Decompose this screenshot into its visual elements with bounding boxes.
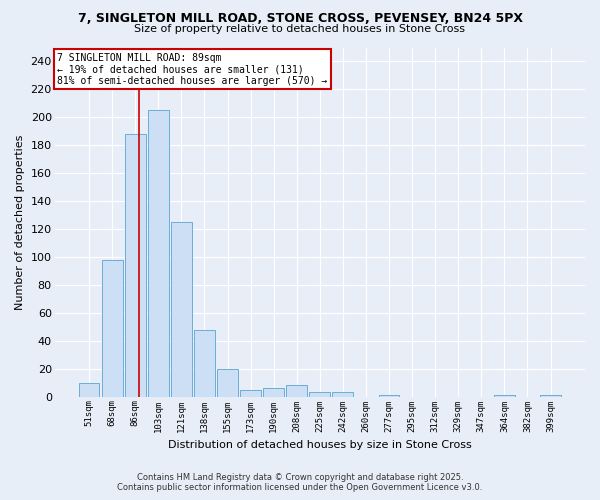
Bar bbox=[102, 260, 122, 396]
Bar bbox=[494, 395, 515, 396]
Text: Size of property relative to detached houses in Stone Cross: Size of property relative to detached ho… bbox=[134, 24, 466, 34]
Bar bbox=[79, 382, 100, 396]
Bar bbox=[540, 395, 561, 396]
Text: 7 SINGLETON MILL ROAD: 89sqm
← 19% of detached houses are smaller (131)
81% of s: 7 SINGLETON MILL ROAD: 89sqm ← 19% of de… bbox=[57, 52, 328, 86]
Bar bbox=[217, 368, 238, 396]
Bar bbox=[379, 395, 400, 396]
Bar bbox=[125, 134, 146, 396]
Bar bbox=[286, 386, 307, 396]
Bar bbox=[310, 392, 330, 396]
Bar bbox=[194, 330, 215, 396]
Bar bbox=[240, 390, 261, 396]
X-axis label: Distribution of detached houses by size in Stone Cross: Distribution of detached houses by size … bbox=[168, 440, 472, 450]
Text: Contains HM Land Registry data © Crown copyright and database right 2025.
Contai: Contains HM Land Registry data © Crown c… bbox=[118, 473, 482, 492]
Text: 7, SINGLETON MILL ROAD, STONE CROSS, PEVENSEY, BN24 5PX: 7, SINGLETON MILL ROAD, STONE CROSS, PEV… bbox=[77, 12, 523, 26]
Bar bbox=[171, 222, 192, 396]
Bar bbox=[263, 388, 284, 396]
Bar bbox=[148, 110, 169, 397]
Y-axis label: Number of detached properties: Number of detached properties bbox=[15, 134, 25, 310]
Bar bbox=[332, 392, 353, 396]
